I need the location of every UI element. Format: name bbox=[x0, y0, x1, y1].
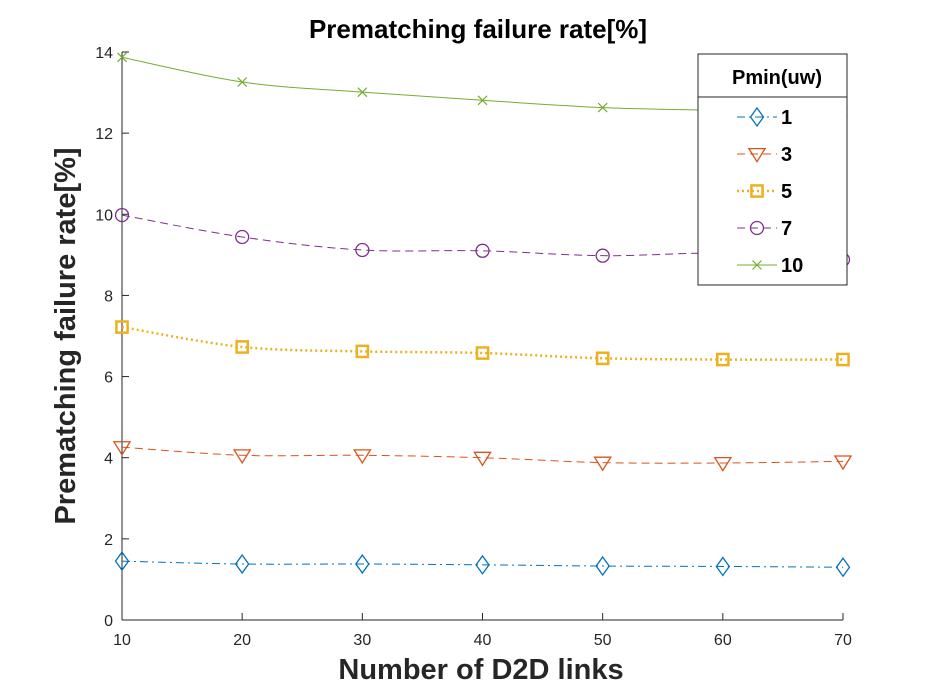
data-point-3 bbox=[713, 456, 733, 472]
legend-marker-5 bbox=[750, 184, 764, 198]
legend-marker-10 bbox=[752, 260, 762, 270]
data-point-7 bbox=[355, 242, 370, 258]
data-point-3 bbox=[232, 449, 252, 465]
data-point-7 bbox=[595, 248, 610, 263]
data-point-1 bbox=[475, 554, 490, 575]
data-point-1 bbox=[234, 553, 250, 575]
data-point-7 bbox=[114, 207, 130, 223]
legend-entry-10: 10 bbox=[737, 255, 803, 277]
y-tick-label: 0 bbox=[104, 613, 113, 630]
data-point-1 bbox=[595, 555, 610, 577]
data-point-3 bbox=[473, 451, 492, 467]
legend-box bbox=[697, 53, 848, 286]
data-point-3 bbox=[112, 441, 132, 457]
series-5 bbox=[115, 320, 850, 367]
data-point-10 bbox=[597, 102, 608, 113]
data-point-3 bbox=[593, 456, 612, 472]
data-point-7 bbox=[475, 243, 490, 258]
series-line-5 bbox=[121, 325, 844, 361]
legend-marker-1 bbox=[749, 106, 765, 128]
legend-label-7: 7 bbox=[781, 218, 792, 240]
x-tick-label: 10 bbox=[113, 632, 131, 649]
data-point-1 bbox=[835, 557, 851, 578]
data-point-7 bbox=[235, 229, 250, 245]
axes: 10 20 30 40 50 60 70 0 2 4 6 8 10 12 14 bbox=[95, 45, 852, 649]
legend-label-1: 1 bbox=[781, 107, 792, 129]
legend-label-10: 10 bbox=[781, 255, 803, 277]
y-tick-label: 8 bbox=[104, 288, 113, 305]
legend-entry-5: 5 bbox=[737, 181, 792, 203]
x-tick-label: 60 bbox=[714, 632, 732, 649]
y-tick-label: 6 bbox=[104, 370, 113, 387]
data-point-1 bbox=[355, 553, 370, 575]
data-point-3 bbox=[833, 455, 853, 471]
data-point-10 bbox=[357, 87, 368, 98]
series-1 bbox=[114, 551, 851, 578]
data-point-5 bbox=[235, 340, 249, 354]
y-tick-label: 10 bbox=[95, 207, 113, 224]
x-tick-label: 20 bbox=[233, 632, 251, 649]
legend-marker-3 bbox=[747, 147, 767, 163]
data-point-3 bbox=[353, 449, 372, 465]
data-point-5 bbox=[475, 346, 490, 360]
data-point-1 bbox=[715, 556, 731, 577]
legend-label-5: 5 bbox=[781, 181, 792, 203]
data-point-5 bbox=[595, 351, 610, 366]
x-tick-label: 30 bbox=[353, 632, 371, 649]
x-tick-label: 40 bbox=[474, 632, 492, 649]
data-point-5 bbox=[716, 352, 730, 367]
y-tick-label: 14 bbox=[95, 45, 113, 62]
y-tick-label: 2 bbox=[104, 532, 113, 549]
series-line-3 bbox=[121, 446, 844, 464]
chart-title: Prematching failure rate[%] bbox=[309, 14, 647, 44]
data-point-5 bbox=[836, 352, 850, 367]
data-point-10 bbox=[117, 52, 127, 63]
x-tick-label: 70 bbox=[834, 632, 852, 649]
y-tick-label: 4 bbox=[104, 451, 113, 468]
x-axis-label: Number of D2D links bbox=[338, 654, 623, 686]
y-axis-label: Prematching failure rate[%] bbox=[50, 147, 82, 524]
legend-label-3: 3 bbox=[781, 144, 792, 166]
data-point-5 bbox=[355, 344, 370, 359]
data-point-1 bbox=[114, 551, 130, 572]
data-point-5 bbox=[115, 320, 129, 334]
y-tick-label: 12 bbox=[95, 126, 113, 143]
legend-marker-7 bbox=[749, 220, 765, 236]
legend-title: Pmin(uw) bbox=[732, 67, 822, 89]
x-tick-label: 50 bbox=[594, 632, 612, 649]
data-point-10 bbox=[477, 95, 488, 106]
series-line-1 bbox=[121, 560, 844, 568]
legend-entry-3: 3 bbox=[737, 144, 792, 166]
data-point-10 bbox=[237, 77, 248, 87]
legend: Pmin(uw) 1 3 5 7 10 bbox=[697, 53, 848, 286]
legend-entry-7: 7 bbox=[737, 218, 792, 240]
legend-entry-1: 1 bbox=[737, 106, 792, 129]
series-3 bbox=[112, 441, 853, 472]
